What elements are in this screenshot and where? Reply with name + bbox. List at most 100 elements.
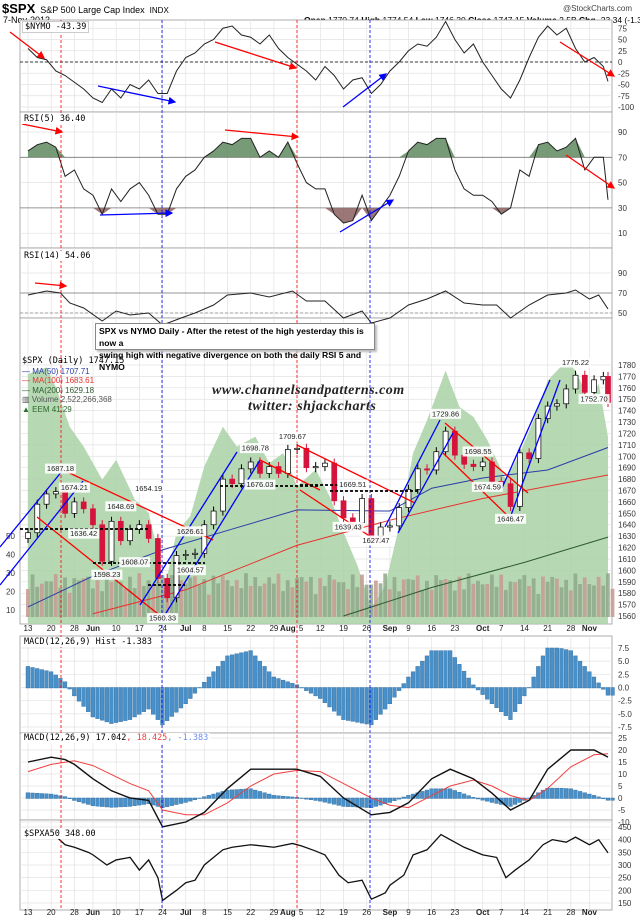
volume-bar xyxy=(114,578,118,617)
macd-hist-bar xyxy=(355,687,360,723)
volume-bar xyxy=(318,577,323,617)
candle xyxy=(516,452,523,507)
volume-bar xyxy=(183,583,188,617)
tick-label-rsi14: 90 xyxy=(618,269,627,278)
x-axis-label: Oct xyxy=(476,624,490,633)
macd-hist-bar xyxy=(345,687,351,721)
x-axis-label: 8 xyxy=(202,624,207,633)
x-axis-label: 21 xyxy=(543,908,552,917)
volume-bar xyxy=(35,586,40,617)
x-axis-label: 29 xyxy=(269,624,278,633)
annotation-line-1: SPX vs NYMO Daily - After the retest of … xyxy=(99,326,364,348)
macd-hist-bar xyxy=(397,797,402,800)
chart-header: $SPX S&P 500 Large Cap Index INDX xyxy=(2,1,169,16)
macd-hist-bar xyxy=(192,797,198,801)
annotation-box: SPX vs NYMO Daily - After the retest of … xyxy=(95,323,375,372)
macd-hist-bar xyxy=(526,687,532,689)
volume-bar xyxy=(425,580,429,617)
tick-label-spxa50: 200 xyxy=(618,886,632,895)
volume-bar xyxy=(601,585,606,617)
candle xyxy=(461,454,468,465)
macd-hist-bar xyxy=(118,687,123,722)
tick-label-nymo: 75 xyxy=(618,24,627,33)
macd-hist-bar xyxy=(72,797,77,801)
tick-label-macd: 5 xyxy=(618,782,623,791)
macd-hist-bar xyxy=(332,797,337,805)
macd-hist-bar xyxy=(591,795,597,799)
volume-bar xyxy=(72,578,77,617)
macd-hist-bar xyxy=(257,660,262,689)
macd-hist-bar xyxy=(313,797,318,801)
watermark-twitter: twitter: shjackcharts xyxy=(248,399,377,414)
candle xyxy=(182,554,189,556)
macd-hist-bar xyxy=(262,666,267,689)
volume-bar xyxy=(350,574,355,617)
candle xyxy=(340,500,347,519)
macd-hist-bar xyxy=(67,797,72,799)
macd-hist-bar xyxy=(480,687,485,695)
tick-label-nymo: 25 xyxy=(618,47,627,56)
price-label-bg xyxy=(174,565,206,576)
macd-hist-bar xyxy=(281,795,286,799)
price-label: 1608.07 xyxy=(119,557,151,568)
x-axis-label: Jun xyxy=(86,908,100,917)
macd-hist-bar xyxy=(489,797,494,803)
macd-hist-bar xyxy=(313,687,318,697)
price-label: 1687.18 xyxy=(44,463,76,474)
macd-hist-bar xyxy=(53,674,58,689)
macd-hist-bar xyxy=(234,653,239,689)
volume-bar xyxy=(568,590,573,617)
tick-label-rsi5: 70 xyxy=(618,153,627,162)
candle xyxy=(108,520,115,562)
macd-hist-bar xyxy=(471,797,476,799)
x-axis-label: 23 xyxy=(450,908,459,917)
macd-hist-bar xyxy=(536,666,541,689)
rsi5-line xyxy=(27,137,609,224)
watermark-site: www.channelsandpatterns.com xyxy=(212,383,405,398)
macd-hist-bar xyxy=(308,687,314,694)
x-axis-label: 28 xyxy=(70,908,79,917)
volume-bar xyxy=(225,580,230,617)
x-axis-label: 16 xyxy=(427,908,436,917)
x-axis-label: 28 xyxy=(566,624,575,633)
price-label-text: 1687.18 xyxy=(47,464,74,473)
macd-hist-bar xyxy=(336,687,341,716)
macd-hist-bar xyxy=(424,655,430,689)
x-axis-label: 7 xyxy=(499,624,504,633)
macd-hist-bar xyxy=(610,687,615,696)
candle xyxy=(155,538,161,579)
macd-hist-bar xyxy=(443,788,448,799)
macd-hist-bar xyxy=(118,797,123,808)
volume-bar xyxy=(476,580,480,617)
tick-label-nymo: 50 xyxy=(618,36,627,45)
price-label-bg xyxy=(560,357,592,368)
x-axis-label: 9 xyxy=(406,908,411,917)
macd-hist-bar xyxy=(564,649,569,689)
macd-hist-bar xyxy=(554,787,559,799)
ma200-line xyxy=(343,536,609,617)
tick-label-nymo: -25 xyxy=(618,69,630,78)
price-label-text: 1648.69 xyxy=(107,502,134,511)
tick-label-price: 1660 xyxy=(618,498,636,507)
volume-tick-label: 40 xyxy=(6,551,15,560)
price-label-bg xyxy=(119,557,151,568)
volume-bar xyxy=(374,580,378,617)
macd-hist-bar xyxy=(438,788,443,799)
macd-hist-bar xyxy=(113,687,119,723)
divergence-arrow xyxy=(339,199,395,233)
candle xyxy=(284,449,291,474)
macd-hist-bar xyxy=(587,671,592,689)
tick-label-price: 1650 xyxy=(618,509,636,518)
legend-ma100: — MA(100) 1683.61 xyxy=(22,376,95,385)
macd-hist-bar xyxy=(545,647,550,689)
volume-bar xyxy=(606,573,610,617)
x-axis-label: 19 xyxy=(339,908,348,917)
macd-hist-bar xyxy=(62,681,68,689)
macd-hist-bar xyxy=(183,687,188,705)
volume-bar xyxy=(471,583,476,617)
macd-hist-bar xyxy=(304,687,309,691)
macd-hist-bar xyxy=(359,797,365,808)
macd-hist-bar xyxy=(457,664,462,689)
volume-bar xyxy=(503,589,508,617)
tick-label-price: 1700 xyxy=(618,452,636,461)
